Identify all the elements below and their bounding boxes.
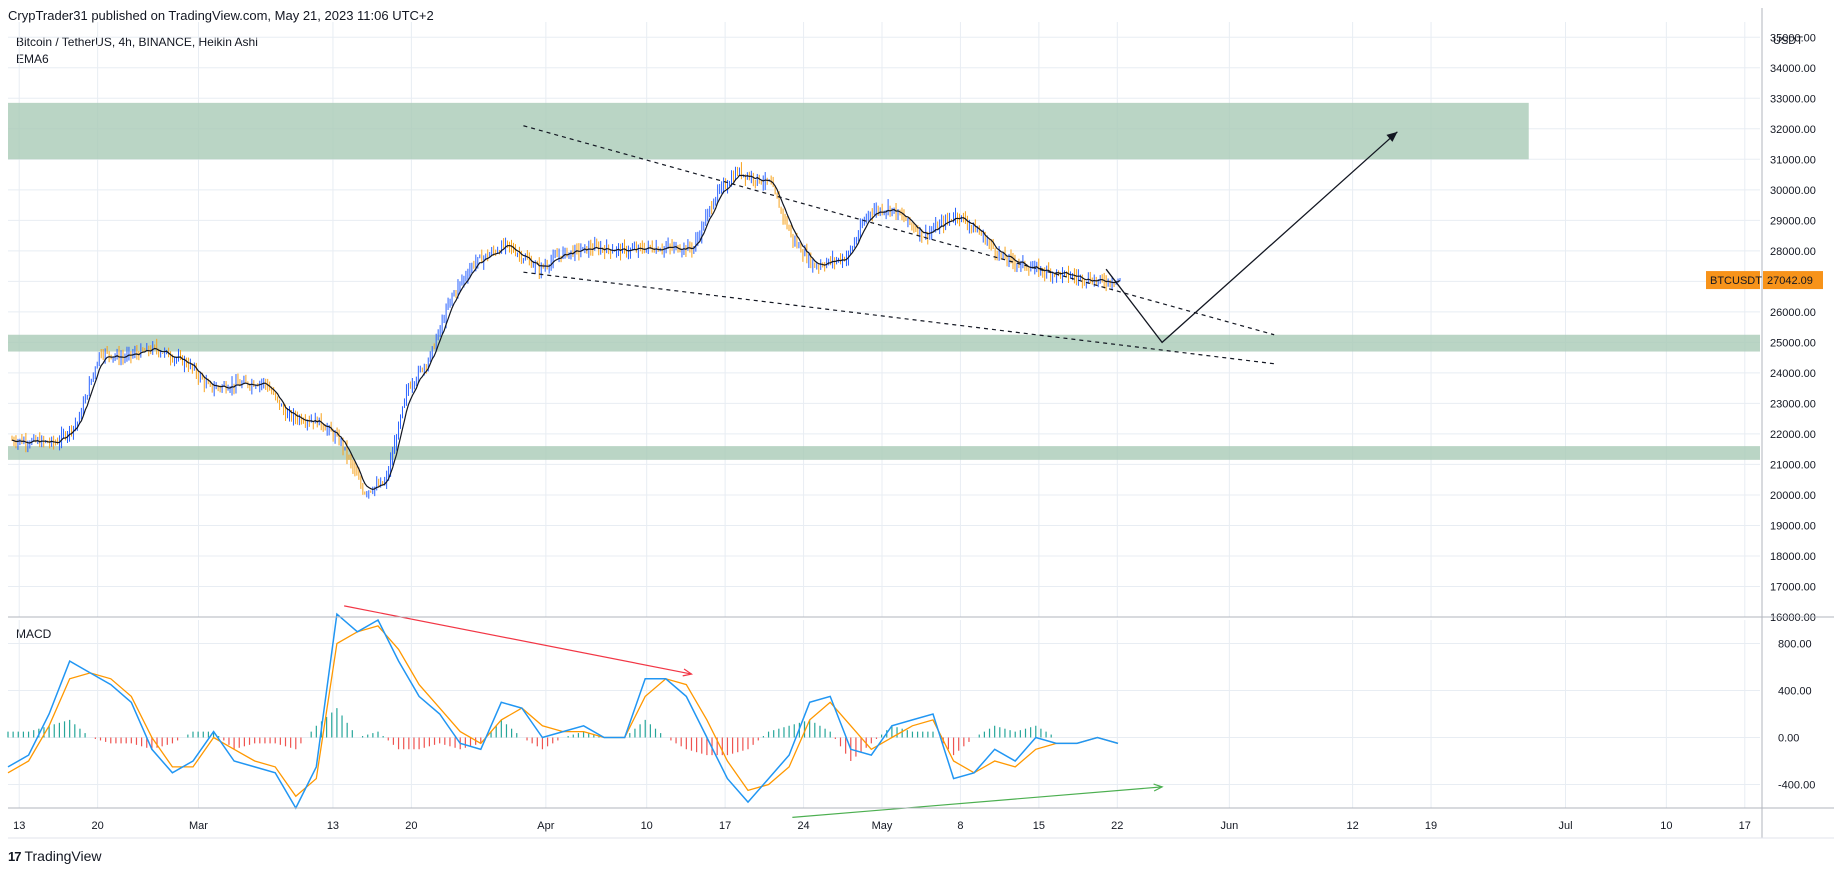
- macd-legend[interactable]: MACD: [16, 627, 52, 641]
- divergence-line: [792, 786, 1163, 818]
- x-tick-label: 8: [957, 820, 963, 832]
- y-tick-label: 17000.00: [1770, 581, 1816, 593]
- y-tick-label: 31000.00: [1770, 154, 1816, 166]
- y-tick-label: 20000.00: [1770, 490, 1816, 502]
- tradingview-logo-icon: 17: [8, 848, 22, 864]
- x-tick-label: Jul: [1558, 820, 1572, 832]
- projection-arrowhead: [1386, 131, 1398, 142]
- y-tick-label: 19000.00: [1770, 520, 1816, 532]
- y-tick-label: 24000.00: [1770, 368, 1816, 380]
- y-tick-label: 21000.00: [1770, 459, 1816, 471]
- x-tick-label: 19: [1425, 820, 1437, 832]
- y-tick-label: 22000.00: [1770, 429, 1816, 441]
- x-tick-label: 10: [641, 820, 653, 832]
- footer-brand: 17 TradingView: [8, 848, 102, 864]
- divergence-line: [344, 605, 692, 675]
- y-tick-label: 25000.00: [1770, 337, 1816, 349]
- x-tick-label: 15: [1033, 820, 1045, 832]
- y-tick-label: 16000.00: [1770, 612, 1816, 624]
- footer-brand-label: TradingView: [24, 848, 102, 864]
- price-badge-label: 27042.09: [1767, 275, 1813, 287]
- x-tick-label: 10: [1660, 820, 1672, 832]
- macd-tick-label: 0.00: [1778, 733, 1799, 745]
- x-tick-label: Mar: [189, 820, 208, 832]
- support-resistance-zone: [8, 102, 1529, 160]
- y-unit-label: USDT: [1773, 35, 1803, 47]
- x-tick-label: 20: [92, 820, 104, 832]
- x-tick-label: May: [872, 820, 893, 832]
- y-tick-label: 26000.00: [1770, 307, 1816, 319]
- support-resistance-zone: [8, 334, 1760, 352]
- wedge-trendline: [523, 271, 1275, 365]
- x-tick-label: 24: [797, 820, 809, 832]
- y-tick-label: 23000.00: [1770, 398, 1816, 410]
- price-badge: [1763, 271, 1823, 290]
- ticker-badge: [1706, 271, 1760, 290]
- y-tick-label: 30000.00: [1770, 185, 1816, 197]
- x-tick-label: 13: [327, 820, 339, 832]
- ema-line: [11, 174, 1121, 491]
- wedge-trendline: [523, 125, 1275, 336]
- divergence-arrowhead: [1153, 783, 1164, 792]
- y-tick-label: 33000.00: [1770, 93, 1816, 105]
- y-tick-label: 32000.00: [1770, 124, 1816, 136]
- macd-tick-label: 800.00: [1778, 639, 1812, 651]
- x-tick-label: 17: [719, 820, 731, 832]
- macd-tick-label: 400.00: [1778, 686, 1812, 698]
- macd-tick-label: -400.00: [1778, 780, 1815, 792]
- symbol-legend[interactable]: Bitcoin / TetherUS, 4h, BINANCE, Heikin …: [16, 35, 258, 49]
- y-tick-label: 34000.00: [1770, 63, 1816, 75]
- x-tick-label: 13: [13, 820, 25, 832]
- x-tick-label: 22: [1111, 820, 1123, 832]
- y-tick-label: 35000.00: [1770, 32, 1816, 44]
- support-resistance-zone: [8, 446, 1760, 460]
- ema-legend[interactable]: EMA6: [16, 52, 49, 66]
- publisher-header: CrypTrader31 published on TradingView.co…: [8, 8, 434, 23]
- x-tick-label: Apr: [537, 820, 554, 832]
- y-tick-label: 18000.00: [1770, 551, 1816, 563]
- x-tick-label: 20: [405, 820, 417, 832]
- x-tick-label: 17: [1739, 820, 1751, 832]
- ticker-badge-label: BTCUSDT: [1710, 275, 1762, 287]
- y-tick-label: 29000.00: [1770, 215, 1816, 227]
- projection-path: [1105, 131, 1398, 344]
- x-tick-label: Jun: [1220, 820, 1238, 832]
- divergence-arrowhead: [682, 668, 694, 677]
- x-tick-label: 12: [1346, 820, 1358, 832]
- y-tick-label: 28000.00: [1770, 246, 1816, 258]
- macd-line: [7, 612, 1119, 810]
